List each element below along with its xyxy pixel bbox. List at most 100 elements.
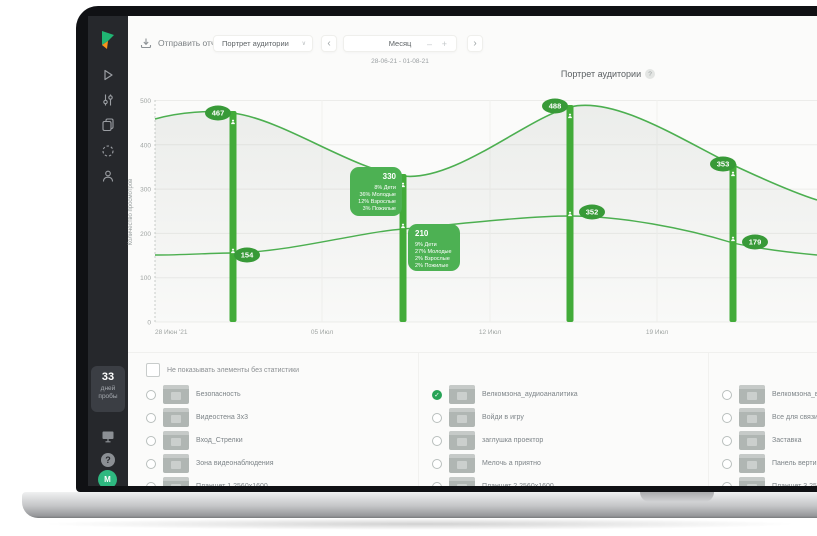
item-label: заглушка проектор bbox=[482, 437, 544, 444]
item-radio-checked[interactable]: ✓ bbox=[432, 389, 442, 400]
sidebar-item-documents[interactable] bbox=[88, 118, 128, 132]
list-item[interactable]: Видеостена 3x3 bbox=[146, 406, 418, 429]
sidebar-item-screens[interactable] bbox=[88, 430, 128, 443]
sidebar-item-play[interactable] bbox=[88, 68, 128, 82]
zoom-in-button[interactable]: + bbox=[441, 39, 447, 49]
item-label: Все для связи bbox=[772, 414, 817, 421]
item-label: Безопасность bbox=[196, 391, 241, 398]
send-report-button[interactable]: Отправить отчёт bbox=[140, 37, 224, 49]
list-item[interactable]: Планшет 3 2560x1600 bbox=[708, 475, 817, 486]
avatar-letter: М bbox=[104, 475, 111, 484]
period-next-button[interactable]: › bbox=[467, 35, 483, 52]
item-radio[interactable] bbox=[722, 389, 732, 400]
svg-text:352: 352 bbox=[586, 208, 599, 217]
avatar[interactable]: М bbox=[98, 470, 117, 486]
svg-text:27% Молодые: 27% Молодые bbox=[415, 249, 452, 255]
hide-empty-filter[interactable]: Не показывать элементы без статистики bbox=[146, 363, 299, 377]
svg-text:300: 300 bbox=[140, 187, 151, 194]
item-radio[interactable] bbox=[432, 435, 442, 446]
date-range: 28-06-21 - 01-08-21 bbox=[371, 58, 429, 65]
list-item[interactable]: ✓ Велкомзона_аудиоаналитика bbox=[418, 383, 708, 406]
item-radio[interactable] bbox=[722, 458, 732, 469]
screen-thumbnail bbox=[163, 454, 189, 473]
info-icon[interactable]: ? bbox=[645, 69, 656, 79]
badge-352: 352 bbox=[579, 204, 605, 220]
item-radio[interactable] bbox=[432, 458, 442, 469]
trial-days: 33 bbox=[101, 371, 115, 383]
item-label: Войди в игру bbox=[482, 414, 524, 421]
trial-badge[interactable]: 33 дней пробы bbox=[91, 366, 125, 412]
person-outline-icon bbox=[102, 170, 114, 182]
sidebar-item-profile[interactable] bbox=[88, 169, 128, 183]
item-radio[interactable] bbox=[432, 481, 442, 486]
app-logo[interactable] bbox=[88, 30, 128, 52]
help-icon: ? bbox=[101, 453, 115, 467]
period-prev-button[interactable]: ‹ bbox=[321, 35, 337, 52]
y-axis-label: Количество просмотров bbox=[128, 178, 134, 246]
svg-text:100: 100 bbox=[140, 275, 151, 282]
list-item[interactable]: Мелочь а приятно bbox=[418, 452, 708, 475]
list-item[interactable]: Планшет 2 2560x1600 bbox=[418, 475, 708, 486]
item-radio[interactable] bbox=[146, 481, 156, 486]
list-item[interactable]: Планшет 1 2560x1600 bbox=[146, 475, 418, 486]
bar-week1[interactable] bbox=[229, 111, 237, 322]
list-item[interactable]: Все для связи bbox=[708, 406, 817, 429]
download-report-icon bbox=[140, 38, 152, 49]
bar-week4[interactable] bbox=[729, 163, 737, 322]
hide-empty-checkbox[interactable] bbox=[146, 363, 160, 377]
item-radio[interactable] bbox=[722, 481, 732, 486]
main-area: Отправить отчёт Портрет аудитории ∨ ‹ Ме… bbox=[128, 16, 817, 486]
screen-thumbnail bbox=[163, 431, 189, 450]
svg-text:200: 200 bbox=[140, 231, 151, 238]
badge-179: 179 bbox=[742, 234, 768, 250]
tooltip-210: 210 9% Дети 27% Молодые 2% Взрослые 2% П… bbox=[408, 224, 460, 271]
item-label: Планшет 2 2560x1600 bbox=[482, 483, 554, 486]
sidebar-item-help[interactable]: ? bbox=[88, 453, 128, 467]
sidebar-item-targeting[interactable] bbox=[88, 144, 128, 158]
monitor-icon bbox=[102, 431, 114, 443]
list-item[interactable]: заглушка проектор bbox=[418, 429, 708, 452]
period-selector[interactable]: Месяц – + bbox=[343, 35, 457, 52]
svg-text:0: 0 bbox=[147, 320, 151, 327]
item-radio[interactable] bbox=[432, 412, 442, 423]
list-item[interactable]: Безопасность bbox=[146, 383, 418, 406]
svg-text:179: 179 bbox=[749, 238, 762, 247]
trial-label-line1: дней bbox=[100, 384, 116, 392]
chart-title: Портрет аудитории bbox=[560, 69, 642, 79]
screen-thumbnail bbox=[163, 477, 189, 486]
sidebar-item-settings-sliders[interactable] bbox=[88, 93, 128, 107]
item-radio[interactable] bbox=[146, 458, 156, 469]
list-item[interactable]: Заставка bbox=[708, 429, 817, 452]
item-label: Велкомзона_видеоаналитика bbox=[772, 391, 817, 398]
item-radio[interactable] bbox=[146, 412, 156, 423]
sidebar: 33 дней пробы ? М bbox=[88, 16, 128, 486]
item-radio[interactable] bbox=[722, 412, 732, 423]
screens-grid: Безопасность ✓ Велкомзона_аудиоаналитика… bbox=[146, 383, 817, 486]
svg-text:400: 400 bbox=[140, 142, 151, 149]
list-item[interactable]: Панель вертикальная внутр bbox=[708, 452, 817, 475]
svg-text:488: 488 bbox=[549, 102, 562, 111]
list-item[interactable]: Велкомзона_видеоаналитика bbox=[708, 383, 817, 406]
screen-thumbnail bbox=[449, 454, 475, 473]
item-radio[interactable] bbox=[146, 435, 156, 446]
svg-text:500: 500 bbox=[140, 98, 151, 105]
report-type-dropdown[interactable]: Портрет аудитории ∨ bbox=[213, 35, 313, 52]
screen-thumbnail bbox=[449, 408, 475, 427]
screen-thumbnail bbox=[449, 431, 475, 450]
bar-week2[interactable] bbox=[399, 174, 407, 322]
item-radio[interactable] bbox=[146, 389, 156, 400]
list-item[interactable]: Зона видеонаблюдения bbox=[146, 452, 418, 475]
badge-353: 353 bbox=[710, 156, 736, 172]
zoom-out-button[interactable]: – bbox=[426, 39, 432, 49]
area-fill bbox=[155, 105, 817, 323]
list-item[interactable]: Вход_Стрелки bbox=[146, 429, 418, 452]
list-item[interactable]: Войди в игру bbox=[418, 406, 708, 429]
svg-text:8% Дети: 8% Дети bbox=[374, 185, 396, 191]
screen-thumbnail bbox=[739, 385, 765, 404]
item-label: Планшет 3 2560x1600 bbox=[772, 483, 817, 486]
laptop-screen: 33 дней пробы ? М Отправить отчёт bbox=[88, 16, 817, 486]
screen-thumbnail bbox=[739, 477, 765, 486]
svg-text:154: 154 bbox=[241, 251, 254, 260]
item-radio[interactable] bbox=[722, 435, 732, 446]
item-label: Велкомзона_аудиоаналитика bbox=[482, 391, 578, 398]
